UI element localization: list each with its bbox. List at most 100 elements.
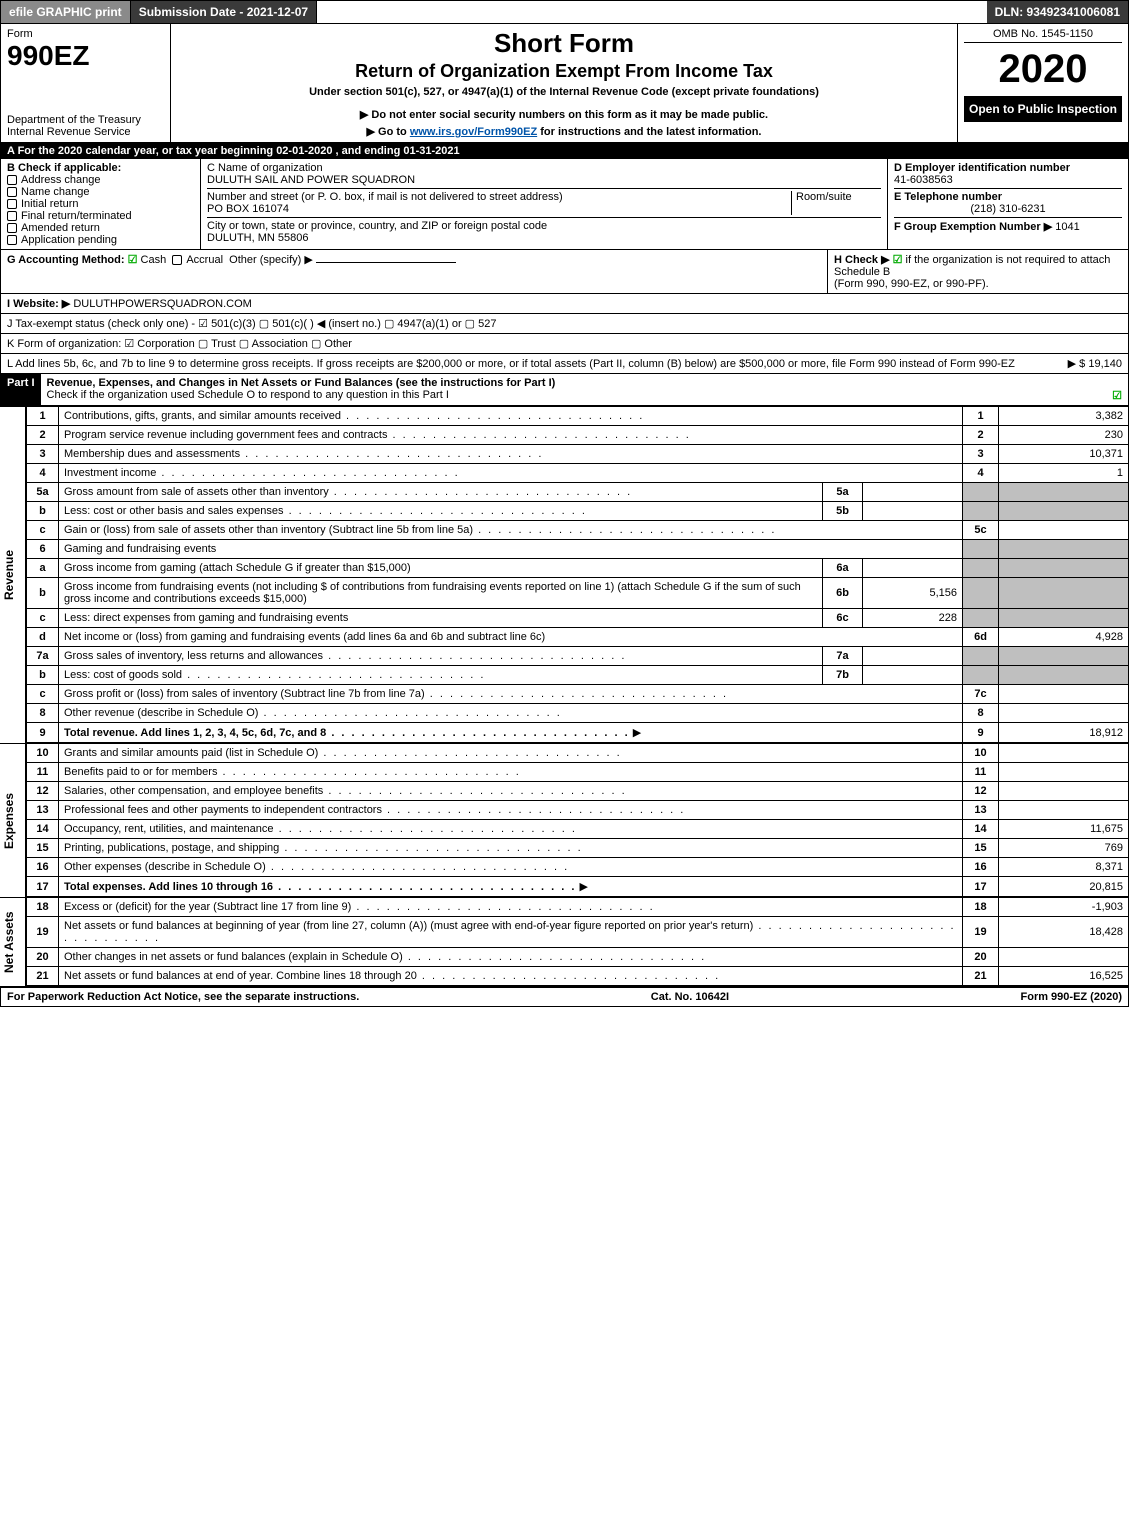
n12: 12 (27, 782, 59, 801)
col-d: D Employer identification number 41-6038… (888, 159, 1128, 249)
n6d: d (27, 628, 59, 647)
revenue-label: Revenue (0, 406, 26, 743)
sn7b: 7b (823, 666, 863, 685)
revenue-table: 1Contributions, gifts, grants, and simil… (26, 406, 1129, 743)
g-accrual-checkbox[interactable] (172, 255, 182, 265)
r20: 20 (963, 948, 999, 967)
line-l: L Add lines 5b, 6c, and 7b to line 9 to … (0, 354, 1129, 374)
d7c: Gross profit or (loss) from sales of inv… (64, 688, 728, 700)
n5c: c (27, 521, 59, 540)
sv6a (863, 559, 963, 578)
n5b: b (27, 502, 59, 521)
r8: 8 (963, 704, 999, 723)
r10: 10 (963, 744, 999, 763)
sh7a (963, 647, 999, 666)
row-20: 20 Other changes in net assets or fund ba… (27, 948, 1129, 967)
efile-print-button[interactable]: efile GRAPHIC print (1, 1, 131, 23)
dept-treasury: Department of the Treasury (7, 114, 164, 126)
checkbox-final-return[interactable] (7, 211, 17, 221)
row-1: 1Contributions, gifts, grants, and simil… (27, 407, 1129, 426)
d9: Total revenue. Add lines 1, 2, 3, 4, 5c,… (64, 727, 630, 739)
a17: 20,815 (999, 877, 1129, 897)
n3: 3 (27, 445, 59, 464)
d4: Investment income (64, 467, 460, 479)
dln-label: DLN: 93492341006081 (987, 1, 1128, 23)
expenses-table: 10 Grants and similar amounts paid (list … (26, 743, 1129, 897)
footer-right: Form 990-EZ (2020) (1021, 991, 1122, 1003)
form-label: Form (7, 28, 164, 40)
n1: 1 (27, 407, 59, 426)
r17: 17 (963, 877, 999, 897)
checkbox-application-pending[interactable] (7, 235, 17, 245)
d10: Grants and similar amounts paid (list in… (64, 747, 622, 759)
checkbox-amended-return[interactable] (7, 223, 17, 233)
n5a: 5a (27, 483, 59, 502)
checkbox-initial-return[interactable] (7, 199, 17, 209)
d6c: Less: direct expenses from gaming and fu… (59, 609, 823, 628)
checkbox-name-change[interactable] (7, 187, 17, 197)
sv5b (863, 502, 963, 521)
n6: 6 (27, 540, 59, 559)
arrow-icon-17: ▶ (580, 880, 588, 893)
i-website[interactable]: DULUTHPOWERSQUADRON.COM (73, 298, 251, 310)
tax-year: 2020 (964, 47, 1122, 92)
sha5b (999, 502, 1129, 521)
d21: Net assets or fund balances at end of ye… (64, 970, 720, 982)
cb-label-0: Address change (21, 174, 101, 186)
d20: Other changes in net assets or fund bala… (64, 951, 706, 963)
g-cash: Cash (141, 254, 167, 266)
d12: Salaries, other compensation, and employ… (64, 785, 627, 797)
d3: Membership dues and assessments (64, 448, 543, 460)
topbar-spacer (317, 1, 986, 23)
c-city: DULUTH, MN 55806 (207, 232, 881, 244)
n10: 10 (27, 744, 59, 763)
r16: 16 (963, 858, 999, 877)
n18: 18 (27, 898, 59, 917)
g-accrual: Accrual (186, 254, 223, 266)
sha7b (999, 666, 1129, 685)
part1-label: Part I (1, 374, 41, 405)
form-number-block: Form 990EZ Department of the Treasury In… (1, 24, 171, 142)
arrow-icon: ▶ (633, 726, 641, 739)
a2: 230 (999, 426, 1129, 445)
a5c (999, 521, 1129, 540)
r18: 18 (963, 898, 999, 917)
r15: 15 (963, 839, 999, 858)
n14: 14 (27, 820, 59, 839)
d-ein-label: D Employer identification number (894, 162, 1122, 174)
goto-link[interactable]: www.irs.gov/Form990EZ (410, 126, 537, 138)
top-bar: efile GRAPHIC print Submission Date - 20… (0, 0, 1129, 24)
r12: 12 (963, 782, 999, 801)
sn5b: 5b (823, 502, 863, 521)
r4: 4 (963, 464, 999, 483)
checkbox-address-change[interactable] (7, 175, 17, 185)
sha6b (999, 578, 1129, 609)
n17: 17 (27, 877, 59, 897)
n6c: c (27, 609, 59, 628)
a3: 10,371 (999, 445, 1129, 464)
g-accounting: G Accounting Method: ☑ Cash Accrual Othe… (1, 250, 828, 293)
form-number: 990EZ (7, 40, 164, 72)
submission-date-button[interactable]: Submission Date - 2021-12-07 (131, 1, 317, 23)
row-10: 10 Grants and similar amounts paid (list … (27, 744, 1129, 763)
sn7a: 7a (823, 647, 863, 666)
e-tel-label: E Telephone number (894, 191, 1122, 203)
r2: 2 (963, 426, 999, 445)
n19: 19 (27, 917, 59, 948)
h-checkbox: ☑ (893, 254, 903, 266)
row-21: 21Net assets or fund balances at end of … (27, 967, 1129, 986)
sv5a (863, 483, 963, 502)
row-14: 14Occupancy, rent, utilities, and mainte… (27, 820, 1129, 839)
n6b: b (27, 578, 59, 609)
sha5a (999, 483, 1129, 502)
n6a: a (27, 559, 59, 578)
netassets-label: Net Assets (0, 897, 26, 986)
a6d: 4,928 (999, 628, 1129, 647)
row-8: 8Other revenue (describe in Schedule O)8 (27, 704, 1129, 723)
n7a: 7a (27, 647, 59, 666)
a12 (999, 782, 1129, 801)
g-other-input[interactable] (316, 262, 456, 263)
c-city-label: City or town, state or province, country… (207, 220, 881, 232)
d6d: Net income or (loss) from gaming and fun… (59, 628, 963, 647)
n16: 16 (27, 858, 59, 877)
